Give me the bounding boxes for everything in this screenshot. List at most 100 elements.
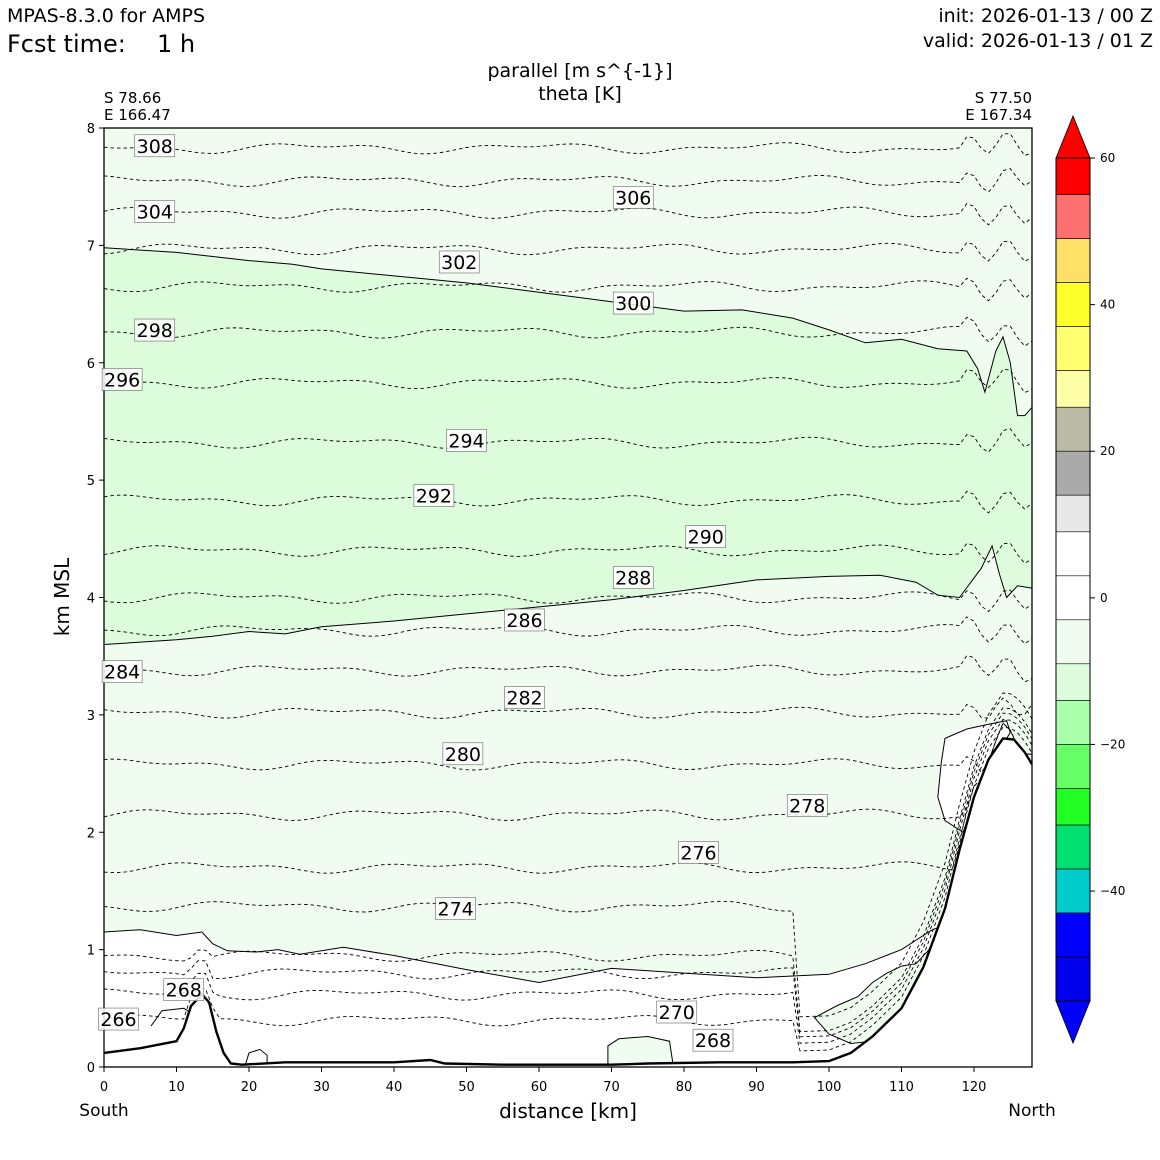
contour-label-282-box bbox=[504, 686, 545, 709]
theta-contour-286 bbox=[104, 616, 1032, 645]
contour-labels: 266 268 274 276 278 280 282 284 286 288 290 292 294 2… bbox=[98, 134, 828, 1052]
colorbar-tick-label: 40 bbox=[1100, 298, 1115, 312]
contour-label-292: 292 bbox=[413, 484, 455, 508]
solid-contour-lowlevel bbox=[104, 925, 942, 984]
x-tick-label-20: 20 bbox=[241, 1080, 258, 1095]
contour-label-290-text: 290 bbox=[688, 527, 724, 549]
contour-label-306-box bbox=[612, 186, 654, 209]
contour-label-308: 308 bbox=[134, 134, 176, 158]
theta-contour-270 bbox=[104, 712, 1032, 1038]
colorbar-band bbox=[1055, 956, 1091, 1002]
solid-contour-lower bbox=[104, 544, 1032, 645]
contour-label-268-box bbox=[163, 978, 205, 1002]
colorbar-band bbox=[1055, 326, 1091, 371]
contour-label-274-box bbox=[435, 897, 476, 921]
contour-label-278: 278 bbox=[786, 794, 828, 817]
x-tick-label-100: 100 bbox=[817, 1080, 842, 1095]
contour-label-300: 300 bbox=[612, 291, 654, 315]
fill-mid-green-band bbox=[104, 247, 1032, 645]
contour-label-296: 296 bbox=[101, 368, 143, 391]
x-axis-south-label: South bbox=[79, 1101, 129, 1121]
contour-label-304-box bbox=[134, 200, 176, 223]
contour-label-292-text: 292 bbox=[416, 486, 452, 508]
plot-area bbox=[104, 128, 1032, 1067]
contour-label-298-text: 298 bbox=[137, 320, 173, 342]
contour-label-300-text: 300 bbox=[615, 293, 651, 315]
colorbar-band bbox=[1055, 282, 1091, 327]
contour-label-274: 274 bbox=[435, 897, 476, 921]
colorbar-extend-min bbox=[1055, 1000, 1091, 1045]
right-endpoint-lat: S 77.50 bbox=[974, 89, 1032, 107]
contour-label-278-box bbox=[786, 794, 828, 817]
colorbar-band bbox=[1055, 406, 1091, 452]
contour-label-298-box bbox=[134, 318, 176, 342]
colorbar-band bbox=[1055, 194, 1091, 239]
colorbar-frame bbox=[1055, 157, 1091, 1002]
theta-contour-268 bbox=[104, 719, 1032, 1044]
x-tick-label-110: 110 bbox=[889, 1080, 914, 1095]
contour-label-280-text: 280 bbox=[445, 744, 481, 766]
contour-label-300-box bbox=[612, 291, 654, 315]
contour-label-270-extra-box bbox=[656, 1000, 698, 1024]
y-tick-label-4: 4 bbox=[87, 592, 95, 607]
valid-time: valid: 2026-01-13 / 01 Z bbox=[922, 30, 1153, 52]
contour-label-304: 304 bbox=[134, 200, 176, 224]
colorbar-band bbox=[1055, 700, 1091, 745]
colorbar-band bbox=[1055, 912, 1091, 958]
contour-label-280: 280 bbox=[442, 742, 484, 766]
colorbar-tick-label: −20 bbox=[1100, 737, 1125, 751]
x-tick-label-40: 40 bbox=[386, 1080, 403, 1095]
contour-label-288-box bbox=[612, 566, 654, 590]
solid-contour-small-knob bbox=[244, 1048, 268, 1065]
contour-label-306-text: 306 bbox=[615, 187, 651, 209]
contour-label-276-box bbox=[678, 841, 719, 864]
contour-label-270-extra-text: 270 bbox=[659, 1002, 695, 1024]
contour-label-302-box bbox=[438, 250, 480, 274]
x-tick-label-0: 0 bbox=[100, 1080, 108, 1095]
colorbar-band bbox=[1055, 450, 1091, 496]
left-endpoint-lat: S 78.66 bbox=[104, 89, 162, 107]
y-tick-label-0: 0 bbox=[87, 1061, 95, 1076]
contour-label-286-text: 286 bbox=[506, 610, 542, 632]
contour-label-302: 302 bbox=[438, 250, 480, 274]
contour-label-280-box bbox=[442, 742, 484, 766]
chart-title-line-2: theta [K] bbox=[538, 83, 622, 105]
colorbar-tick-label: 0 bbox=[1100, 591, 1108, 605]
contour-label-282: 282 bbox=[504, 686, 545, 709]
contour-label-284: 284 bbox=[101, 660, 143, 684]
green-patch-mid bbox=[607, 1035, 674, 1066]
contour-label-298: 298 bbox=[134, 318, 176, 342]
x-tick-label-80: 80 bbox=[676, 1080, 693, 1095]
x-tick-label-60: 60 bbox=[531, 1080, 548, 1095]
theta-contour-274 bbox=[104, 692, 1032, 1018]
x-axis-label: distance [km] bbox=[499, 1099, 637, 1123]
model-title: MPAS-8.3.0 for AMPS bbox=[7, 5, 206, 27]
colorbar-band bbox=[1055, 744, 1091, 789]
colorbar-band bbox=[1055, 238, 1091, 283]
contour-label-278-text: 278 bbox=[789, 795, 825, 817]
colorbar-band bbox=[1055, 619, 1091, 665]
x-tick-label-90: 90 bbox=[748, 1080, 765, 1095]
y-tick-label-5: 5 bbox=[87, 474, 95, 489]
y-tick-label-8: 8 bbox=[87, 122, 95, 137]
forecast-time-label: Fcst time: bbox=[7, 30, 126, 58]
contour-label-266-text: 266 bbox=[100, 1009, 136, 1031]
y-axis-ticks: 0 1 2 3 4 5 6 7 8 bbox=[87, 122, 104, 1076]
contour-label-308-box bbox=[134, 134, 176, 158]
colorbar-tick-label: −40 bbox=[1100, 884, 1125, 898]
forecast-time-value: 1 h bbox=[157, 30, 196, 58]
colorbar-band bbox=[1055, 494, 1091, 533]
contour-label-286-box bbox=[504, 608, 545, 632]
x-tick-label-10: 10 bbox=[168, 1080, 185, 1095]
x-axis-north-label: North bbox=[1008, 1101, 1056, 1121]
x-tick-label-30: 30 bbox=[313, 1080, 330, 1095]
solid-contour-small-west bbox=[150, 1007, 192, 1027]
y-tick-label-1: 1 bbox=[87, 944, 95, 959]
contour-label-296-box bbox=[101, 368, 143, 391]
contour-label-306: 306 bbox=[612, 186, 654, 209]
contour-label-286: 286 bbox=[504, 608, 545, 632]
colorbar-tick-label: 20 bbox=[1100, 444, 1115, 458]
contour-label-276-text: 276 bbox=[680, 842, 716, 864]
chart-title-line-1: parallel [m s^{-1}] bbox=[487, 60, 673, 82]
